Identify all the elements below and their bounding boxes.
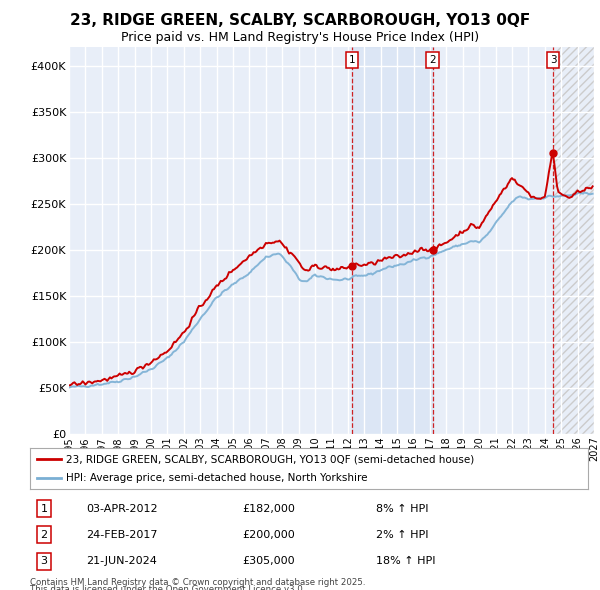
Text: 1: 1: [349, 55, 355, 65]
Text: Contains HM Land Registry data © Crown copyright and database right 2025.: Contains HM Land Registry data © Crown c…: [30, 578, 365, 586]
Text: £200,000: £200,000: [242, 530, 295, 540]
Text: 2: 2: [430, 55, 436, 65]
Bar: [553, 47, 594, 434]
Text: 3: 3: [550, 55, 556, 65]
Text: 24-FEB-2017: 24-FEB-2017: [86, 530, 157, 540]
Text: £182,000: £182,000: [242, 504, 295, 513]
Text: Price paid vs. HM Land Registry's House Price Index (HPI): Price paid vs. HM Land Registry's House …: [121, 31, 479, 44]
Bar: [352, 47, 433, 434]
Text: 8% ↑ HPI: 8% ↑ HPI: [376, 504, 428, 513]
Text: 1: 1: [40, 504, 47, 513]
Text: 21-JUN-2024: 21-JUN-2024: [86, 556, 157, 566]
Text: £305,000: £305,000: [242, 556, 295, 566]
Text: This data is licensed under the Open Government Licence v3.0.: This data is licensed under the Open Gov…: [30, 585, 305, 590]
Text: 2% ↑ HPI: 2% ↑ HPI: [376, 530, 428, 540]
Text: HPI: Average price, semi-detached house, North Yorkshire: HPI: Average price, semi-detached house,…: [66, 474, 368, 483]
Text: 2: 2: [40, 530, 47, 540]
Text: 23, RIDGE GREEN, SCALBY, SCARBOROUGH, YO13 0QF (semi-detached house): 23, RIDGE GREEN, SCALBY, SCARBOROUGH, YO…: [66, 454, 475, 464]
Text: 23, RIDGE GREEN, SCALBY, SCARBOROUGH, YO13 0QF: 23, RIDGE GREEN, SCALBY, SCARBOROUGH, YO…: [70, 13, 530, 28]
Text: 18% ↑ HPI: 18% ↑ HPI: [376, 556, 436, 566]
Text: 3: 3: [40, 556, 47, 566]
Text: 03-APR-2012: 03-APR-2012: [86, 504, 157, 513]
Bar: [553, 47, 594, 434]
